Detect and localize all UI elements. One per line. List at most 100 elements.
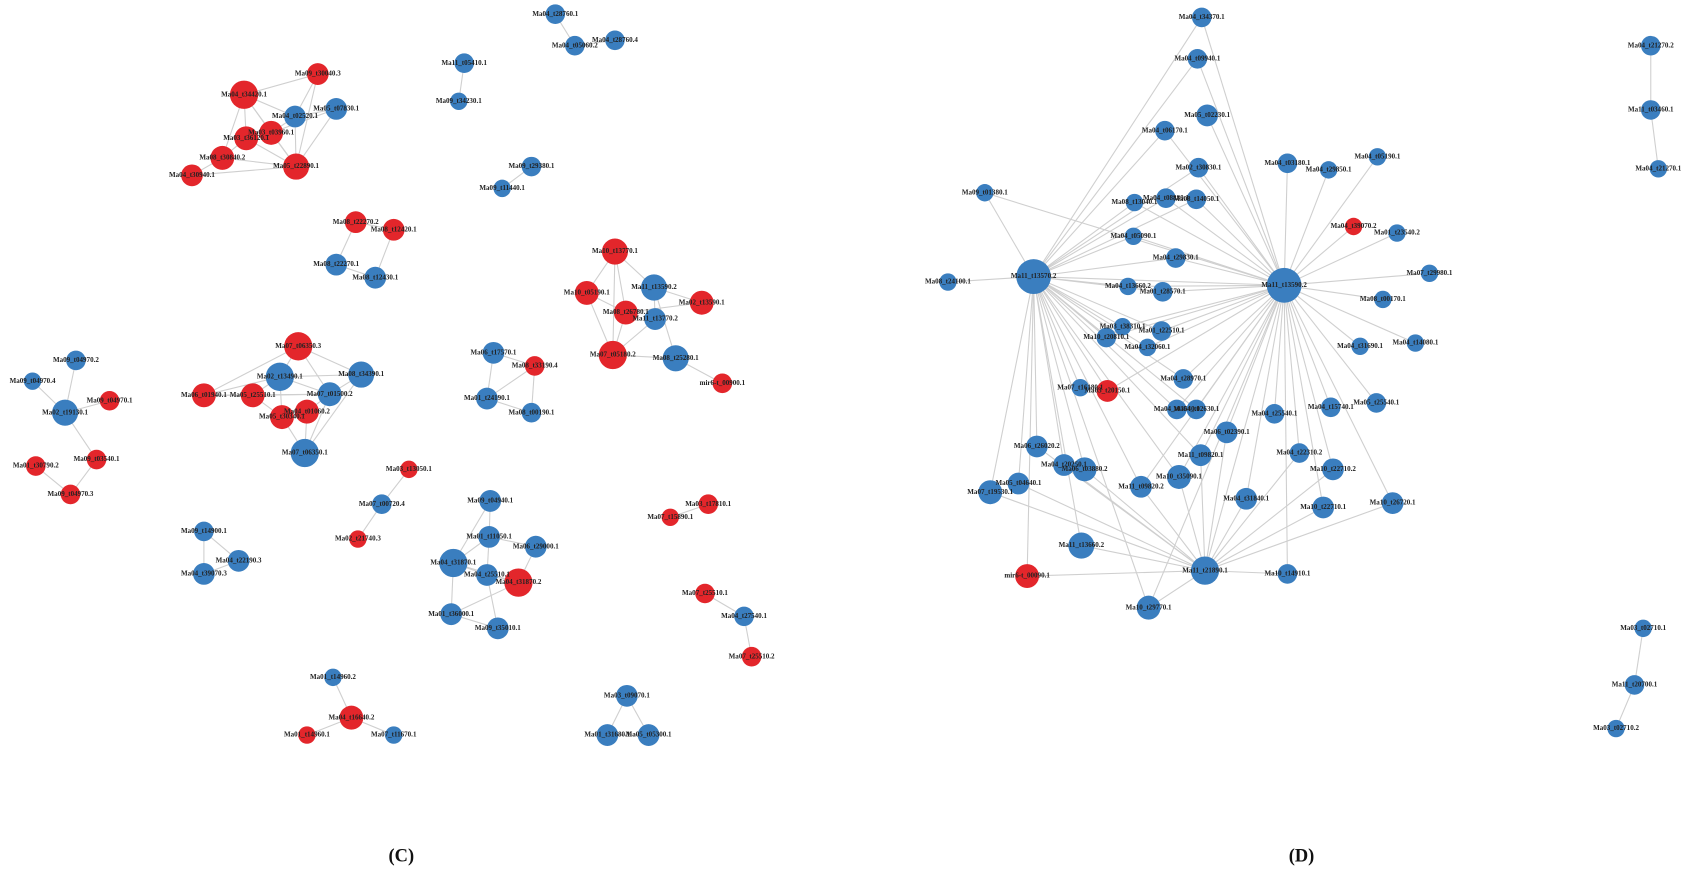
node	[698, 494, 719, 515]
node-label: Ma10_t05190.1	[564, 289, 610, 297]
node-label: Ma10_t20810.1	[1083, 333, 1129, 341]
node	[613, 300, 638, 325]
edge	[1178, 476, 1206, 571]
node-label: Ma04_t21270.1	[1635, 164, 1681, 172]
node-label: Ma08_t22270.1	[313, 260, 359, 268]
node	[1381, 492, 1404, 515]
node-label: Ma04_t09940.1	[1174, 54, 1220, 62]
node	[1186, 189, 1207, 210]
node-label: Ma04_t39070.3	[181, 570, 227, 578]
node-label: Ma04_t05060.2	[552, 41, 598, 49]
node	[1215, 421, 1238, 444]
node-label: Ma09_t30040.3	[295, 70, 341, 78]
node-label: Ma07_t25510.2	[729, 652, 775, 660]
node-label: Ma04_t14080.1	[1392, 339, 1438, 347]
edge	[1033, 276, 1081, 388]
edge	[1081, 545, 1206, 572]
edge	[1127, 284, 1285, 287]
edge	[1026, 276, 1035, 577]
node	[298, 726, 316, 744]
node-label: Ma09_t14900.1	[181, 527, 227, 535]
node-label: Ma04_t13660.2	[1105, 282, 1151, 290]
edge	[1283, 284, 1416, 344]
edge	[1033, 202, 1135, 278]
node-label: Ma10_t26720.1	[1370, 499, 1416, 507]
node-label: Ma04_t22310.2	[1276, 449, 1322, 457]
node-label: Ma04_t06170.1	[1142, 126, 1188, 134]
node	[400, 460, 418, 479]
node-label: Ma10_t14910.1	[1264, 570, 1310, 578]
node-label: Ma08_t30840.2	[199, 154, 245, 162]
node	[1053, 454, 1075, 476]
edge	[1027, 570, 1206, 577]
edge	[1033, 235, 1134, 278]
node-label: Ma11_t09820.1	[1178, 451, 1224, 459]
edge	[1140, 285, 1285, 488]
node	[1235, 487, 1258, 510]
node-label: Ma01_t24190.1	[464, 394, 510, 402]
edge	[1283, 284, 1377, 404]
node-label: Ma01_t23540.2	[1374, 229, 1420, 237]
node-label: Ma07_t05180.2	[590, 351, 636, 359]
node-label: Ma04_t34370.1	[1179, 13, 1225, 21]
node-label: Ma09_t04970.2	[53, 356, 99, 364]
edge	[1200, 455, 1206, 571]
node-label: Ma04_t28760.1	[532, 10, 578, 18]
edge	[1204, 432, 1228, 571]
node	[1607, 719, 1625, 738]
edge	[1033, 17, 1203, 277]
edge	[1033, 276, 1086, 470]
edge	[625, 302, 702, 314]
node	[382, 218, 405, 241]
edge	[1245, 285, 1285, 499]
node-label: Ma10_t22710.2	[1310, 465, 1356, 473]
node	[644, 308, 666, 330]
edge	[1226, 285, 1285, 433]
node	[344, 211, 367, 234]
node-label: Ma03_t13050.1	[386, 465, 432, 473]
edge	[1182, 284, 1285, 380]
node	[234, 126, 259, 151]
edge	[304, 374, 362, 454]
node	[616, 684, 638, 707]
node-label: Ma04_t32060.1	[1125, 343, 1171, 351]
node-label: Ma08_t25280.1	[653, 354, 699, 362]
edge	[1133, 235, 1285, 286]
node-label: Ma08_t12430.1	[352, 273, 398, 281]
edge	[1033, 276, 1038, 447]
node-label: Ma05_t04640.1	[995, 479, 1041, 487]
edge	[1283, 285, 1332, 408]
node-label: Ma06_t01940.1	[181, 391, 227, 399]
edge	[1033, 167, 1199, 278]
node	[1136, 595, 1161, 620]
node-label: Ma04_t03540.1	[1154, 405, 1200, 413]
node	[364, 266, 387, 289]
node	[1188, 157, 1209, 178]
node-label: Ma04_t05090.1	[1110, 232, 1156, 240]
edge	[989, 276, 1035, 493]
edge	[1033, 276, 1202, 456]
node-label: Ma08_t26780.1	[603, 308, 649, 316]
node-label: Ma01_t31680.1	[584, 731, 630, 739]
node	[493, 179, 511, 198]
node-label: Ma08_t14050.1	[1173, 195, 1219, 203]
node-label: Ma04_t29830.1	[1153, 254, 1199, 262]
node	[1264, 404, 1285, 424]
node-label: Ma09_t03540.1	[74, 455, 120, 463]
node	[240, 383, 265, 408]
edge	[1204, 285, 1285, 571]
edge	[1033, 197, 1167, 278]
node-label: Ma01_t22510.1	[1139, 327, 1185, 335]
node	[317, 382, 342, 407]
edge	[1033, 276, 1148, 348]
node-label: Ma08_t22270.2	[333, 218, 379, 226]
node	[1124, 227, 1143, 246]
node	[1319, 161, 1338, 179]
edge	[203, 345, 299, 396]
node	[1071, 378, 1089, 397]
node	[521, 402, 542, 423]
node	[348, 361, 375, 388]
node	[1026, 435, 1048, 458]
edge	[1175, 257, 1285, 286]
